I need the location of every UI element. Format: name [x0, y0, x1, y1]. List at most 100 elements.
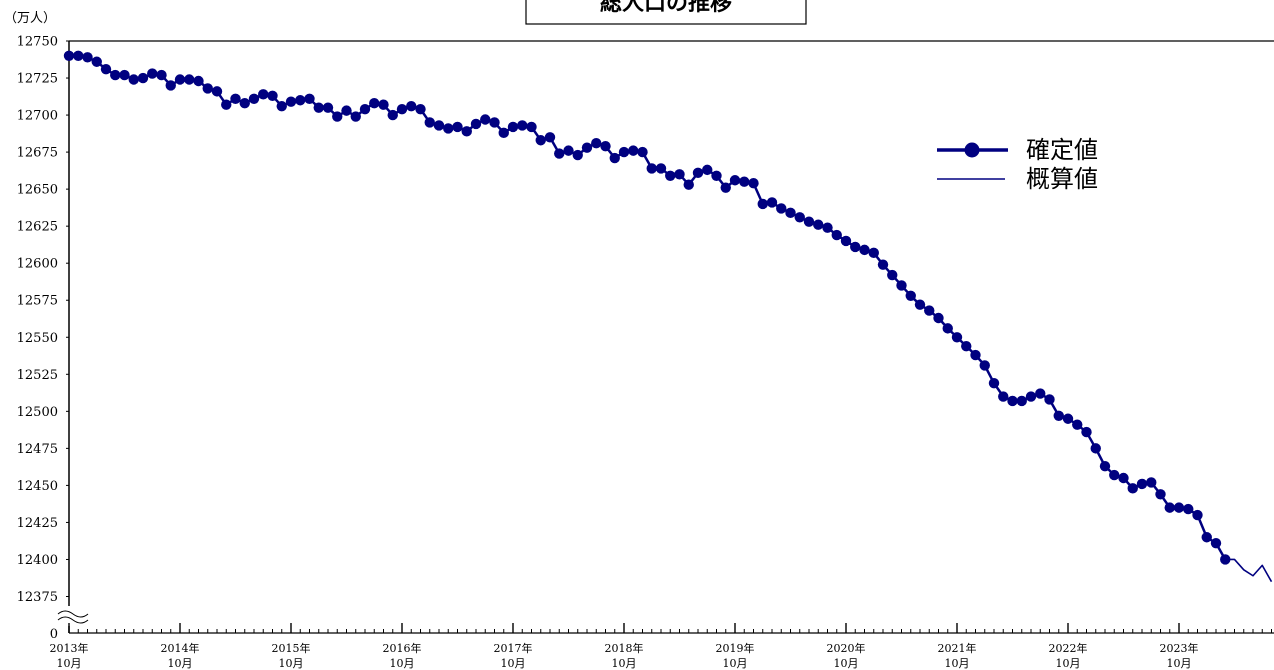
axis-break-icon	[57, 606, 89, 626]
y-axis-unit-label: （万人）	[4, 11, 56, 26]
data-point-confirmed	[970, 349, 981, 361]
data-point-confirmed	[581, 142, 593, 153]
y-tick-label: 12500	[17, 405, 58, 420]
y-tick-label: 12475	[17, 442, 58, 457]
data-point-confirmed	[1192, 509, 1203, 521]
data-point-confirmed	[332, 111, 343, 122]
data-point-confirmed	[248, 93, 260, 104]
data-point-confirmed	[813, 219, 824, 230]
data-point-confirmed	[535, 135, 546, 146]
data-point-confirmed	[618, 146, 630, 158]
y-tick-label: 12450	[17, 479, 58, 494]
data-point-confirmed	[720, 182, 731, 193]
data-point-confirmed	[452, 121, 463, 133]
data-point-confirmed	[877, 259, 889, 270]
data-point-confirmed	[239, 98, 250, 109]
y-tick-label: 12425	[17, 516, 58, 531]
data-point-confirmed	[387, 109, 398, 121]
data-point-confirmed	[794, 212, 805, 223]
data-point-confirmed	[674, 169, 685, 180]
x-tick-label-year: 2016年	[383, 641, 422, 655]
data-point-confirmed	[1053, 410, 1064, 421]
data-point-confirmed	[600, 140, 611, 152]
data-point-confirmed	[295, 95, 306, 106]
data-point-confirmed	[1109, 469, 1120, 481]
data-point-confirmed	[748, 178, 759, 189]
x-tick-label-month: 10月	[1167, 657, 1192, 670]
legend-item-confirmed: 確定値	[937, 136, 1098, 164]
data-point-confirmed	[905, 290, 916, 301]
data-point-confirmed	[766, 197, 778, 208]
data-point-confirmed	[498, 127, 509, 139]
x-tick-label-year: 2013年	[50, 641, 89, 655]
data-point-confirmed	[1016, 395, 1027, 407]
data-point-confirmed	[1127, 483, 1138, 494]
data-point-confirmed	[739, 176, 750, 187]
data-point-confirmed	[1155, 489, 1166, 500]
data-point-confirmed	[1201, 532, 1212, 543]
x-tick-label-month: 10月	[57, 657, 82, 670]
data-point-confirmed	[258, 89, 269, 100]
x-tick-label-month: 10月	[723, 657, 748, 670]
data-point-confirmed	[489, 117, 500, 128]
series-line-confirmed	[69, 54, 1227, 561]
data-point-confirmed	[211, 86, 223, 97]
data-point-confirmed	[924, 305, 935, 316]
data-point-confirmed	[822, 222, 833, 233]
data-point-confirmed	[1136, 478, 1148, 490]
data-point-confirmed	[1220, 554, 1231, 565]
data-point-confirmed	[850, 241, 861, 253]
data-point-confirmed	[285, 96, 297, 107]
data-point-confirmed	[350, 111, 361, 122]
data-point-confirmed	[396, 103, 408, 115]
data-point-confirmed	[424, 117, 435, 128]
data-point-confirmed	[526, 121, 537, 133]
x-tick-label-year: 2022年	[1049, 641, 1088, 655]
data-point-confirmed	[868, 247, 879, 259]
x-tick-label-month: 10月	[945, 657, 970, 670]
data-point-confirmed	[803, 216, 815, 227]
y-tick-label: 12600	[17, 257, 58, 272]
data-point-confirmed	[100, 63, 112, 75]
data-point-confirmed	[507, 121, 519, 133]
data-point-confirmed	[82, 52, 93, 63]
data-point-confirmed	[942, 323, 953, 334]
data-point-confirmed	[544, 132, 556, 143]
x-tick-label-year: 2021年	[938, 641, 977, 655]
data-point-confirmed	[202, 83, 213, 94]
data-point-confirmed	[1025, 391, 1037, 402]
data-point-confirmed	[665, 170, 676, 181]
data-point-confirmed	[304, 93, 315, 104]
x-tick-label-month: 10月	[1056, 657, 1081, 670]
x-tick-label-month: 10月	[390, 657, 415, 670]
data-point-confirmed	[554, 148, 565, 159]
data-point-confirmed	[609, 152, 620, 164]
x-tick-label-year: 2015年	[272, 641, 311, 655]
y-tick-label: 12550	[17, 331, 58, 346]
data-point-confirmed	[840, 235, 852, 247]
legend-label-estimate: 概算値	[1026, 165, 1098, 193]
data-point-confirmed	[193, 75, 204, 87]
x-tick-label-year: 2018年	[605, 641, 644, 655]
data-point-confirmed	[692, 167, 704, 179]
data-point-confirmed	[1072, 419, 1083, 430]
data-point-confirmed	[110, 69, 121, 81]
legend: 確定値 概算値	[937, 136, 1098, 193]
data-point-confirmed	[443, 123, 454, 134]
y-tick-label-zero: 0	[50, 627, 58, 642]
x-tick-label-year: 2017年	[494, 641, 533, 655]
x-tick-label-year: 2019年	[716, 641, 755, 655]
y-tick-label: 12725	[17, 72, 58, 87]
y-axis-ticks: 12750 12725 12700 12675 12650 12625 12600 12575…	[17, 35, 69, 642]
data-point-confirmed	[887, 269, 898, 281]
x-tick-label-month: 10月	[168, 657, 193, 670]
y-tick-label: 12400	[17, 553, 58, 568]
data-point-confirmed	[156, 69, 167, 81]
data-point-confirmed	[757, 198, 768, 210]
data-point-confirmed	[776, 203, 787, 214]
data-point-confirmed	[91, 56, 102, 67]
data-point-confirmed	[914, 299, 926, 310]
data-point-confirmed	[369, 98, 380, 109]
data-point-confirmed	[896, 280, 907, 291]
data-point-confirmed	[1146, 477, 1157, 488]
